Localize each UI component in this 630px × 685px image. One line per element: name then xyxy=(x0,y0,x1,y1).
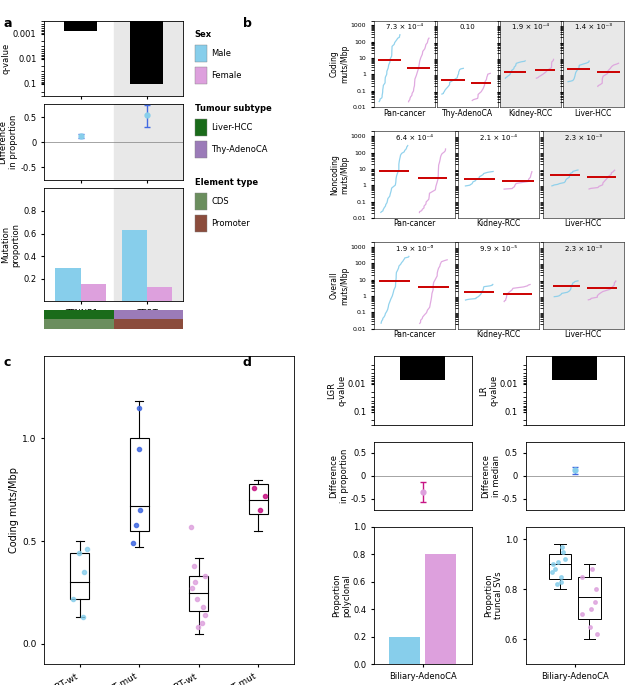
Bar xyxy=(401,0,445,379)
Bar xyxy=(55,268,81,301)
Text: 0.10: 0.10 xyxy=(459,24,475,30)
Text: 1.9 × 10⁻⁶: 1.9 × 10⁻⁶ xyxy=(396,246,433,251)
Text: Sex: Sex xyxy=(195,30,212,39)
Bar xyxy=(130,438,149,531)
Bar xyxy=(114,310,183,319)
Text: 9.9 × 10⁻⁵: 9.9 × 10⁻⁵ xyxy=(480,246,517,251)
Y-axis label: Noncoding
muts/Mbp: Noncoding muts/Mbp xyxy=(330,154,350,195)
Bar xyxy=(64,0,97,32)
Text: Female: Female xyxy=(212,71,242,79)
Y-axis label: Difference
in proportion: Difference in proportion xyxy=(0,115,18,169)
Text: Promoter: Promoter xyxy=(212,219,250,227)
Bar xyxy=(195,193,207,210)
Bar xyxy=(114,104,183,180)
Text: Thy-AdenoCA: Thy-AdenoCA xyxy=(212,145,268,153)
Text: 1.9 × 10⁻⁴: 1.9 × 10⁻⁴ xyxy=(512,24,549,30)
Y-axis label: LR
q-value: LR q-value xyxy=(479,375,498,406)
Bar xyxy=(195,215,207,232)
Text: 2.1 × 10⁻⁴: 2.1 × 10⁻⁴ xyxy=(480,135,517,141)
Bar xyxy=(130,0,163,84)
Text: 2.3 × 10⁻³: 2.3 × 10⁻³ xyxy=(564,135,602,141)
X-axis label: Pan-cancer: Pan-cancer xyxy=(393,330,435,339)
Bar xyxy=(122,230,147,301)
Bar xyxy=(195,119,207,136)
Y-axis label: Coding muts/Mbp: Coding muts/Mbp xyxy=(9,467,20,553)
Bar xyxy=(114,188,183,301)
Bar xyxy=(195,141,207,158)
Bar xyxy=(44,310,114,319)
Bar xyxy=(195,67,207,84)
Text: 1.4 × 10⁻³: 1.4 × 10⁻³ xyxy=(575,24,612,30)
Bar xyxy=(425,554,456,664)
Bar xyxy=(189,576,209,611)
Bar xyxy=(81,284,106,301)
Text: Male: Male xyxy=(212,49,231,58)
Y-axis label: Difference
in proportion: Difference in proportion xyxy=(329,449,349,503)
Text: d: d xyxy=(243,356,251,369)
Bar xyxy=(114,319,183,329)
Text: 7.3 × 10⁻⁴: 7.3 × 10⁻⁴ xyxy=(386,24,423,30)
Y-axis label: LGR
q-value: LGR q-value xyxy=(0,42,10,74)
Text: Element type: Element type xyxy=(195,178,258,187)
Text: Tumour subtype: Tumour subtype xyxy=(195,104,272,113)
Bar xyxy=(147,287,172,301)
X-axis label: Liver-HCC: Liver-HCC xyxy=(564,330,602,339)
Bar xyxy=(195,45,207,62)
Text: a: a xyxy=(3,17,11,30)
Bar xyxy=(578,577,601,619)
X-axis label: Thy-AdenoCA: Thy-AdenoCA xyxy=(442,108,493,118)
X-axis label: Pan-cancer: Pan-cancer xyxy=(393,219,435,228)
X-axis label: Kidney-RCC: Kidney-RCC xyxy=(477,219,521,228)
X-axis label: Kidney-RCC: Kidney-RCC xyxy=(508,108,553,118)
Bar xyxy=(549,554,571,580)
Text: 2.3 × 10⁻³: 2.3 × 10⁻³ xyxy=(564,246,602,251)
Bar xyxy=(249,484,268,514)
Y-axis label: Difference
in median: Difference in median xyxy=(481,454,501,498)
X-axis label: Liver-HCC: Liver-HCC xyxy=(564,219,602,228)
Bar xyxy=(114,21,183,96)
Text: CDS: CDS xyxy=(212,197,229,206)
Y-axis label: Coding
muts/Mbp: Coding muts/Mbp xyxy=(330,45,350,83)
Y-axis label: Proportion
truncal SVs: Proportion truncal SVs xyxy=(484,572,503,619)
Text: e: e xyxy=(400,356,408,369)
X-axis label: Liver-HCC: Liver-HCC xyxy=(575,108,612,118)
Y-axis label: Overall
muts/Mbp: Overall muts/Mbp xyxy=(330,266,350,305)
Bar xyxy=(71,553,89,599)
Bar xyxy=(553,0,597,379)
Text: b: b xyxy=(243,17,251,30)
Y-axis label: Proportion
polyclonal: Proportion polyclonal xyxy=(332,574,352,617)
Bar xyxy=(114,310,183,329)
Y-axis label: Mutation
proportion: Mutation proportion xyxy=(1,223,20,267)
Text: 6.4 × 10⁻⁴: 6.4 × 10⁻⁴ xyxy=(396,135,433,141)
Text: Liver-HCC: Liver-HCC xyxy=(212,123,253,132)
Y-axis label: LGR
q-value: LGR q-value xyxy=(327,375,347,406)
Text: c: c xyxy=(3,356,11,369)
Bar xyxy=(44,319,114,329)
X-axis label: Kidney-RCC: Kidney-RCC xyxy=(477,330,521,339)
Bar xyxy=(389,637,420,664)
X-axis label: Pan-cancer: Pan-cancer xyxy=(383,108,425,118)
